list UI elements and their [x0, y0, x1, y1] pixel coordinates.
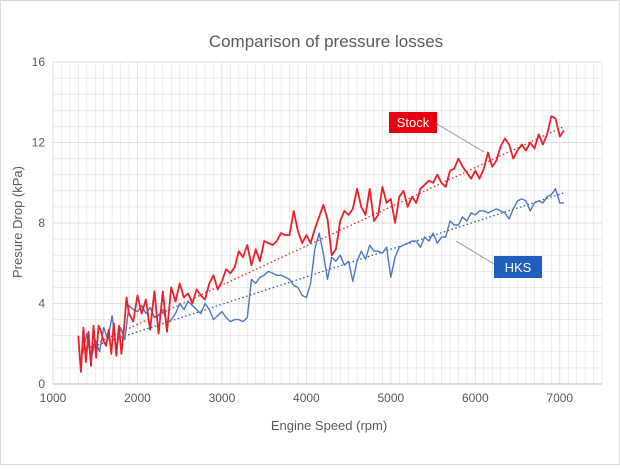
y-tick-label: 0: [38, 377, 45, 391]
y-axis-label: Presure Drop (kPa): [10, 166, 25, 278]
x-tick-label: 6000: [462, 391, 489, 405]
series-layer: [77, 115, 565, 373]
hks-callout-label: HKS: [505, 260, 532, 275]
x-axis-label: Engine Speed (rpm): [271, 418, 387, 433]
stock-callout-label: Stock: [397, 115, 430, 130]
hks-trendline: [82, 192, 565, 351]
x-tick-label: 1000: [40, 391, 67, 405]
x-tick-label: 2000: [124, 391, 151, 405]
callout-layer: Stock HKS: [389, 112, 542, 278]
x-tick-label: 4000: [293, 391, 320, 405]
hks-callout-leader: [455, 240, 495, 265]
x-tick-label: 3000: [209, 391, 236, 405]
chart-title: Comparison of pressure losses: [209, 32, 443, 51]
stock-callout-box: [389, 112, 437, 133]
hks-series-line: [81, 188, 564, 361]
y-tick-label: 4: [38, 297, 45, 311]
y-tick-label: 16: [32, 55, 46, 69]
stock-series-line: [77, 115, 565, 373]
x-tick-label: 5000: [377, 391, 404, 405]
hks-callout-box: [494, 256, 542, 278]
y-tick-label: 8: [38, 216, 45, 230]
stock-callout-leader: [436, 123, 485, 153]
axis-layer: 1000 2000 3000 4000 5000 6000 7000 0 4 8 12 16: [32, 55, 602, 405]
y-tick-label: 12: [32, 136, 46, 150]
x-tick-label: 7000: [546, 391, 573, 405]
